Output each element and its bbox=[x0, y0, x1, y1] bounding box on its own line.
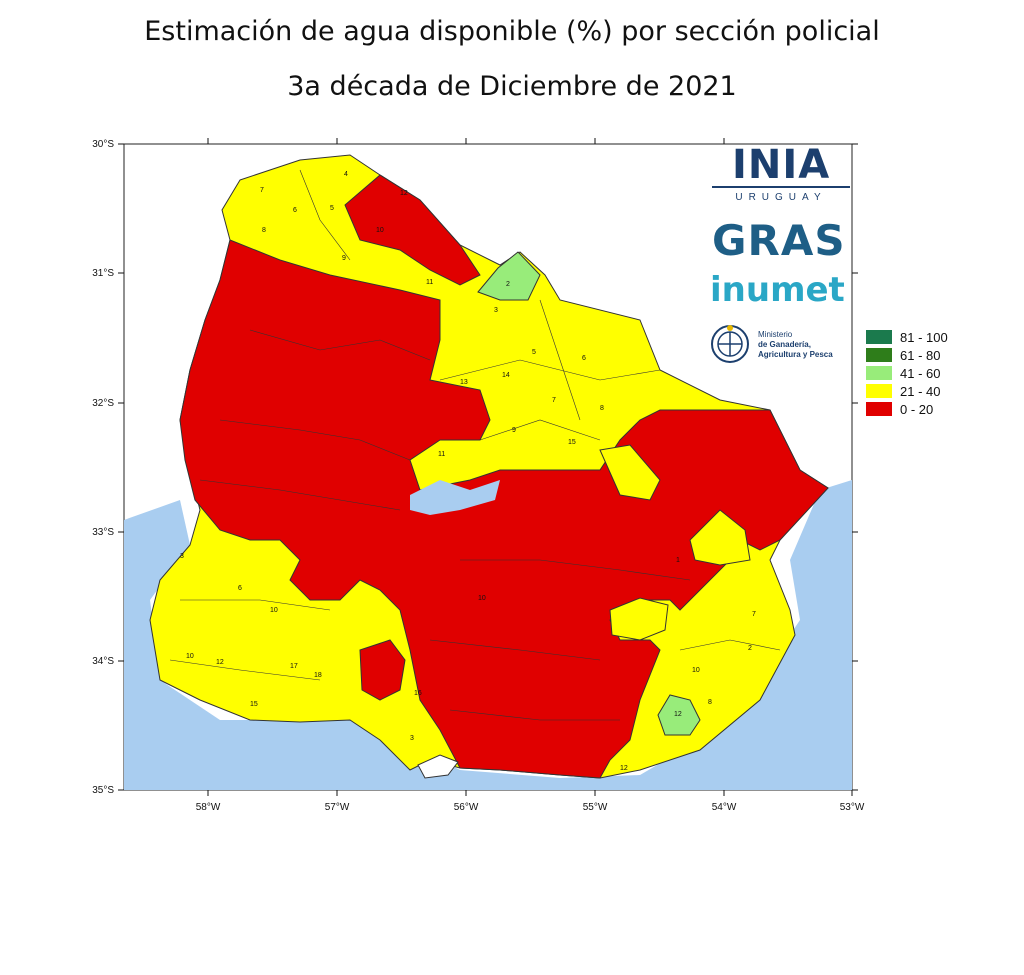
region-number: 6 bbox=[582, 355, 586, 362]
region-number: 15 bbox=[250, 701, 258, 708]
latitude-label: 30°S bbox=[92, 139, 114, 150]
low-water-zone bbox=[344, 174, 481, 286]
ministerio-line2: de Ganadería, bbox=[758, 340, 811, 349]
legend-item: 61 - 80 bbox=[866, 346, 948, 364]
region-number: 7 bbox=[260, 187, 264, 194]
inia-subtitle: URUGUAY bbox=[735, 192, 827, 203]
region-number: 10 bbox=[478, 595, 486, 602]
low-water-zone bbox=[359, 639, 406, 701]
section-boundaries bbox=[169, 169, 781, 721]
inia-logo: INIA URUGUAY bbox=[712, 142, 850, 208]
longitude-label: 57°W bbox=[325, 802, 350, 813]
region-number: 6 bbox=[293, 207, 297, 214]
region-number: 18 bbox=[314, 672, 322, 679]
legend-item: 41 - 60 bbox=[866, 364, 948, 382]
region-number: 10 bbox=[186, 653, 194, 660]
legend-label: 61 - 80 bbox=[900, 347, 941, 363]
longitude-label: 55°W bbox=[583, 802, 608, 813]
region-number: 8 bbox=[262, 227, 266, 234]
region-number: 12 bbox=[216, 659, 224, 666]
legend-item: 81 - 100 bbox=[866, 328, 948, 346]
inumet-logo: inumet bbox=[710, 270, 845, 310]
rio-negro-reservoir bbox=[410, 480, 500, 515]
latitude-label: 33°S bbox=[92, 527, 114, 538]
legend-swatch bbox=[866, 348, 892, 362]
longitude-label: 56°W bbox=[454, 802, 479, 813]
inia-wordmark: INIA bbox=[732, 142, 831, 188]
longitude-label: 58°W bbox=[196, 802, 221, 813]
region-number: 8 bbox=[600, 405, 604, 412]
region-number: 9 bbox=[342, 255, 346, 262]
ministerio-text: Ministerio de Ganadería, Agricultura y P… bbox=[758, 330, 833, 360]
region-number: 14 bbox=[502, 372, 510, 379]
legend: 81 - 100 61 - 80 41 - 60 21 - 40 0 - 20 bbox=[866, 328, 948, 418]
longitude-axis: 58°W 57°W 56°W 55°W 54°W 53°W bbox=[196, 138, 865, 813]
low-water-zone bbox=[179, 239, 829, 779]
region-number-labels: 4 7 6 5 8 12 10 9 11 2 3 13 14 15 16 17 … bbox=[180, 171, 756, 772]
legend-swatch bbox=[866, 384, 892, 398]
moderate-water-zone bbox=[689, 509, 751, 566]
region-number: 3 bbox=[494, 307, 498, 314]
legend-label: 81 - 100 bbox=[900, 329, 948, 345]
region-number: 2 bbox=[506, 281, 510, 288]
region-number: 16 bbox=[414, 690, 422, 697]
region-number: 4 bbox=[344, 171, 348, 178]
region-number: 7 bbox=[752, 611, 756, 618]
latitude-axis: 30°S 31°S 32°S 33°S 34°S 35°S bbox=[92, 139, 858, 796]
legend-item: 0 - 20 bbox=[866, 400, 948, 418]
region-number: 9 bbox=[512, 427, 516, 434]
region-number: 11 bbox=[438, 451, 445, 458]
medium-water-zone bbox=[657, 694, 701, 736]
ministerio-line1: Ministerio bbox=[758, 330, 793, 339]
inia-rule bbox=[712, 186, 850, 188]
region-number: 5 bbox=[330, 205, 334, 212]
region-number: 3 bbox=[410, 735, 414, 742]
legend-swatch bbox=[866, 402, 892, 416]
region-number: 5 bbox=[532, 349, 536, 356]
water-body bbox=[124, 480, 852, 790]
montevideo-area bbox=[417, 754, 459, 779]
region-number: 13 bbox=[460, 379, 468, 386]
moderate-water-zone bbox=[609, 597, 669, 641]
region-number: 10 bbox=[270, 607, 278, 614]
latitude-label: 32°S bbox=[92, 398, 114, 409]
region-number: 10 bbox=[692, 667, 700, 674]
latitude-label: 35°S bbox=[92, 785, 114, 796]
medium-water-zone bbox=[477, 251, 541, 301]
region-number: 2 bbox=[748, 645, 752, 652]
map-subtitle: 3a década de Diciembre de 2021 bbox=[287, 71, 737, 102]
ministerio-seal-icon bbox=[711, 325, 749, 363]
ministerio-logo: Ministerio de Ganadería, Agricultura y P… bbox=[710, 322, 860, 370]
region-number: 11 bbox=[426, 279, 433, 286]
legend-label: 21 - 40 bbox=[900, 383, 941, 399]
longitude-label: 54°W bbox=[712, 802, 737, 813]
region-number: 8 bbox=[708, 699, 712, 706]
region-number: 3 bbox=[180, 553, 184, 560]
longitude-label: 53°W bbox=[840, 802, 865, 813]
region-number: 17 bbox=[290, 663, 298, 670]
legend-swatch bbox=[866, 330, 892, 344]
latitude-label: 34°S bbox=[92, 656, 114, 667]
region-number: 12 bbox=[674, 711, 682, 718]
legend-swatch bbox=[866, 366, 892, 380]
latitude-label: 31°S bbox=[92, 268, 114, 279]
region-number: 6 bbox=[238, 585, 242, 592]
ministerio-line3: Agricultura y Pesca bbox=[758, 350, 833, 359]
moderate-water-zone bbox=[599, 444, 661, 501]
region-number: 7 bbox=[552, 397, 556, 404]
legend-label: 41 - 60 bbox=[900, 365, 941, 381]
region-number: 1 bbox=[676, 557, 680, 564]
region-number: 10 bbox=[376, 227, 384, 234]
legend-label: 0 - 20 bbox=[900, 401, 934, 417]
region-number: 12 bbox=[620, 765, 628, 772]
legend-item: 21 - 40 bbox=[866, 382, 948, 400]
map-title: Estimación de agua disponible (%) por se… bbox=[144, 16, 880, 47]
gras-logo: GRAS bbox=[712, 216, 846, 265]
region-number: 15 bbox=[568, 439, 576, 446]
region-number: 12 bbox=[400, 190, 408, 197]
